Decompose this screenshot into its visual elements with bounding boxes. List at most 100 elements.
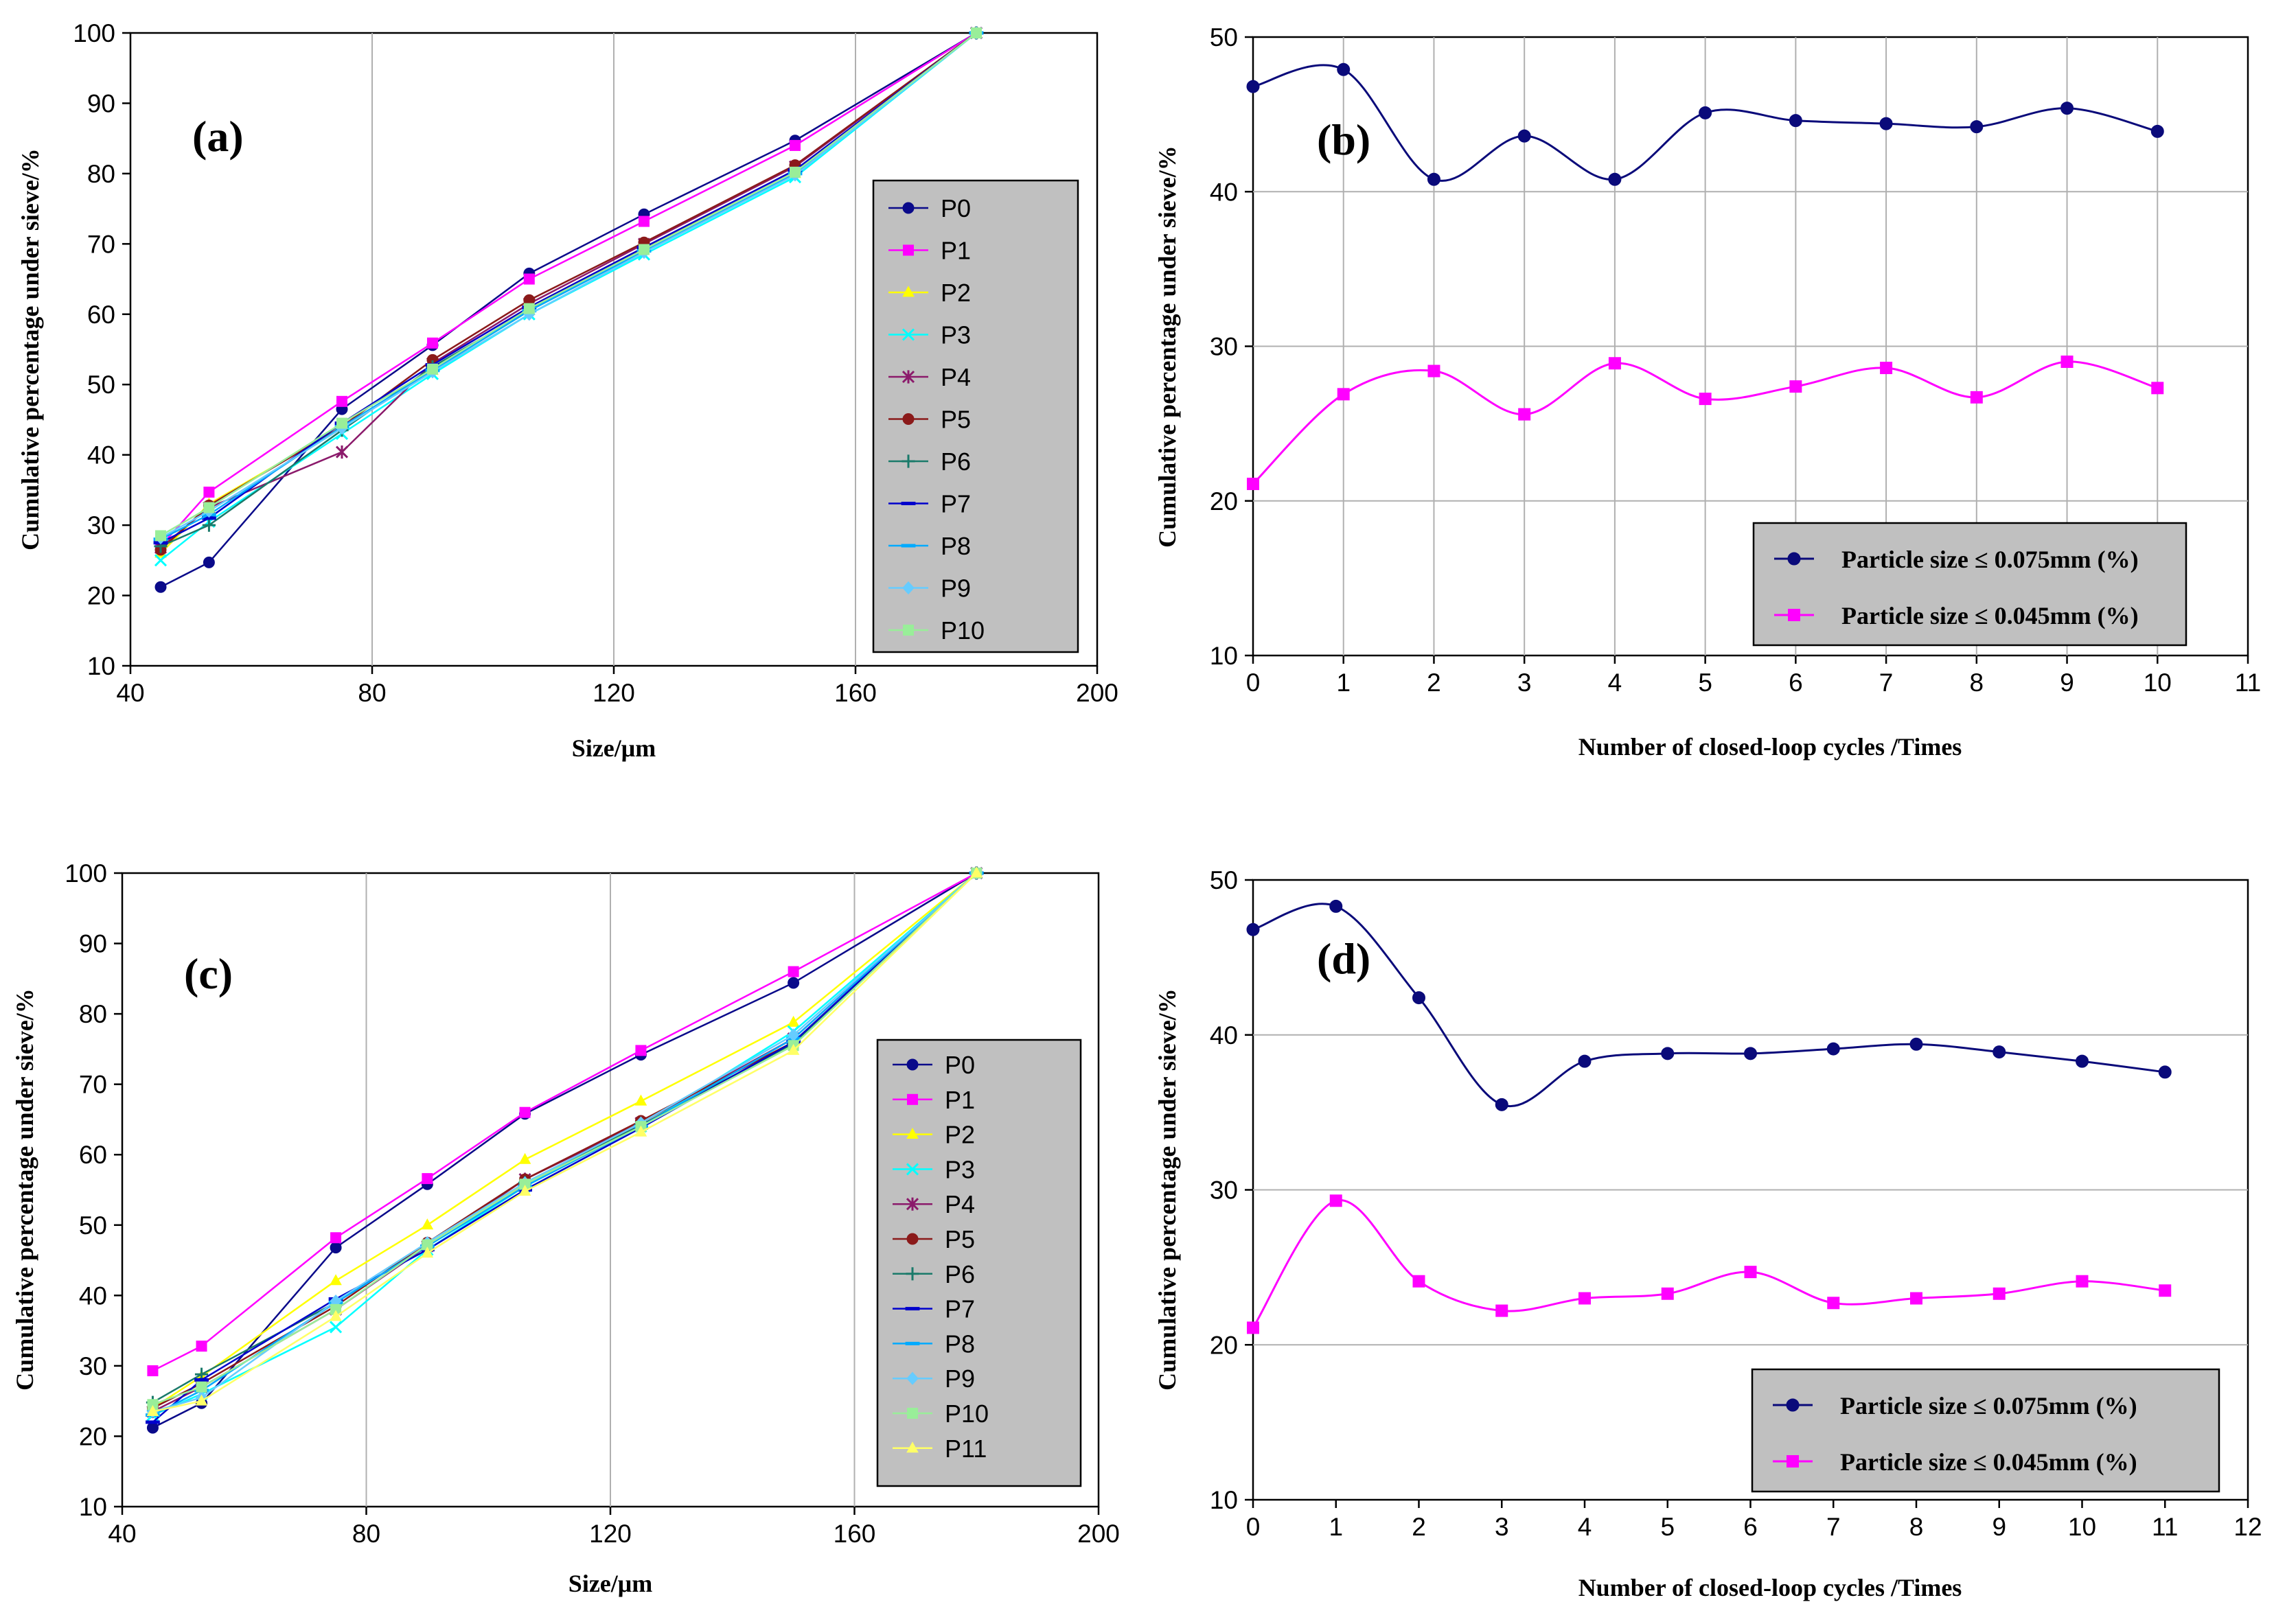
data-point xyxy=(421,1246,434,1258)
y-tick-label: 50 xyxy=(1210,866,1238,894)
legend-marker xyxy=(902,581,915,595)
data-point xyxy=(1412,1275,1425,1288)
axes: 10 20 30 40 50 60 70 80 90 100 40 80 120 160 200 xyxy=(65,859,1120,1548)
legend-marker xyxy=(905,1341,920,1345)
legend-label: P7 xyxy=(945,1295,975,1323)
data-point xyxy=(195,1394,208,1406)
y-tick-label: 70 xyxy=(79,1071,107,1099)
data-point xyxy=(1970,391,1983,404)
chart-panel-b: 10 20 30 40 50 0 1 2 3 4 5 6 7 8 9 10 11 Number of closed… xyxy=(1153,23,2261,761)
x-tick-label: 6 xyxy=(1789,669,1803,697)
legend-label: P1 xyxy=(945,1086,975,1114)
data-point xyxy=(1578,1054,1592,1068)
data-point xyxy=(1910,1292,1922,1305)
data-point xyxy=(2150,124,2164,138)
data-point xyxy=(1992,1287,2006,1300)
data-point xyxy=(1337,388,1350,401)
data-point xyxy=(635,1045,647,1056)
legend-marker xyxy=(901,502,916,505)
data-point xyxy=(330,1242,342,1254)
x-tick-label: 11 xyxy=(2235,669,2261,697)
y-tick-label: 80 xyxy=(87,160,115,188)
series-line-p2 xyxy=(152,872,978,1409)
data-point xyxy=(422,1173,433,1185)
y-tick-label: 40 xyxy=(87,441,115,469)
data-point xyxy=(1329,1194,1342,1207)
legend-label: P0 xyxy=(945,1051,975,1079)
series-line-p10 xyxy=(160,32,977,537)
legend-label: P10 xyxy=(945,1400,989,1428)
data-point xyxy=(971,27,982,38)
legend-marker xyxy=(906,1128,919,1139)
legend-label: P0 xyxy=(941,194,971,222)
y-tick-label: 60 xyxy=(87,301,115,329)
x-tick-label: 3 xyxy=(1495,1513,1509,1541)
legend-marker xyxy=(907,1408,918,1419)
series-line-p4 xyxy=(160,32,977,548)
y-tick-label: 30 xyxy=(1210,1176,1238,1205)
y-tick-label: 20 xyxy=(87,582,115,610)
legend-label: P5 xyxy=(945,1225,975,1253)
data-point xyxy=(203,502,215,513)
y-tick-label: 20 xyxy=(1210,487,1238,515)
series-group xyxy=(146,866,984,1434)
legend: P0 P1 P2 P3 P4 P5 P6 P7 P8 P9 P10 xyxy=(872,179,1079,653)
axes: 10 20 30 40 50 60 70 80 90 100 40 80 120 160 200 xyxy=(73,19,1118,707)
x-tick-label: 7 xyxy=(1879,669,1894,697)
legend-marker xyxy=(905,1307,920,1311)
data-point xyxy=(196,1341,207,1352)
data-point xyxy=(330,1232,342,1244)
x-tick-label: 4 xyxy=(1608,669,1622,697)
x-tick-label: 11 xyxy=(2152,1513,2178,1541)
x-tick-label: 8 xyxy=(1970,669,1984,697)
x-tick-label: 10 xyxy=(2144,669,2172,697)
series-line-p9 xyxy=(160,32,977,539)
data-point xyxy=(421,1218,434,1230)
x-tick-label: 10 xyxy=(2068,1513,2096,1541)
x-tick-label: 1 xyxy=(1336,669,1351,697)
legend-marker xyxy=(906,1267,919,1281)
data-point xyxy=(787,1015,800,1027)
data-point xyxy=(519,1179,531,1190)
data-point xyxy=(1992,1045,2006,1059)
data-point xyxy=(422,1239,433,1251)
data-point xyxy=(519,1106,531,1118)
legend-label: Particle size ≤ 0.075mm (%) xyxy=(1840,1392,2137,1419)
legend-marker xyxy=(903,625,914,636)
x-tick-label: 9 xyxy=(2060,669,2074,697)
legend: P0 P1 P2 P3 P4 P5 P6 P7 P8 P9 P10 P11 xyxy=(876,1039,1082,1487)
data-point xyxy=(1578,1292,1591,1305)
series-group xyxy=(153,26,984,593)
legend-label: P11 xyxy=(945,1435,987,1463)
legend-marker xyxy=(901,454,915,468)
data-point xyxy=(1970,120,1984,134)
x-tick-label: 5 xyxy=(1660,1513,1675,1541)
data-point xyxy=(523,273,535,285)
panel-label: (d) xyxy=(1317,934,1370,983)
legend-marker xyxy=(906,1233,919,1245)
data-point xyxy=(2159,1284,2172,1297)
data-point xyxy=(1427,172,1440,186)
series-line-particle-size-0-045mm- xyxy=(1252,360,2158,485)
data-point xyxy=(2060,102,2074,115)
data-point xyxy=(1427,364,1440,378)
data-point xyxy=(335,445,349,459)
legend-marker xyxy=(907,1093,918,1105)
data-point xyxy=(196,1381,207,1393)
y-tick-label: 90 xyxy=(79,930,107,958)
x-tick-label: 80 xyxy=(352,1520,380,1548)
x-tick-label: 1 xyxy=(1329,1513,1343,1541)
series-line-p7 xyxy=(160,32,977,544)
x-tick-label: 0 xyxy=(1246,669,1261,697)
data-point xyxy=(1789,380,1802,393)
y-axis-label: Cumulative percentage under sieve/% xyxy=(16,148,44,550)
x-tick-label: 3 xyxy=(1517,669,1532,697)
data-point xyxy=(518,1184,531,1196)
data-point xyxy=(790,166,801,178)
series-line-p11 xyxy=(152,872,978,1413)
data-point xyxy=(146,1404,159,1416)
data-point xyxy=(330,1321,343,1334)
